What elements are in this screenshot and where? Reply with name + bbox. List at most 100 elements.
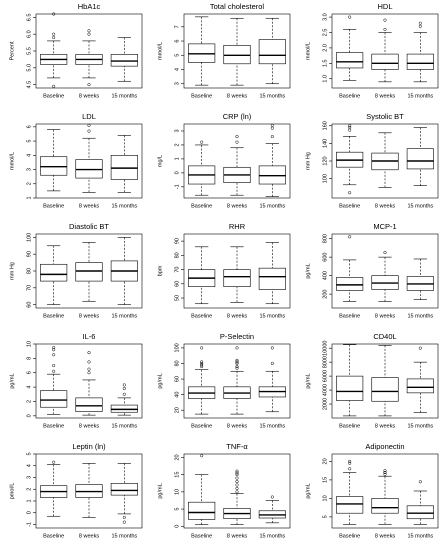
outlier bbox=[418, 346, 422, 350]
panel-title: Leptin (ln) bbox=[72, 442, 106, 451]
box bbox=[258, 267, 286, 290]
y-tick-label: 10000 bbox=[322, 341, 328, 356]
x-tick-label: 15 months bbox=[407, 93, 433, 99]
panel: Diastolic BT mm Hg 60 70 80 90 100 Baseline 8 we… bbox=[9, 222, 143, 319]
panel: CRP (ln) mg/L -1 0 1 2 3 Baseline 8 weeks 15 mont… bbox=[157, 112, 291, 209]
y-axis-label: pg/mL bbox=[157, 373, 163, 388]
outlier bbox=[87, 129, 91, 133]
y-tick-label: 50 bbox=[174, 295, 180, 301]
outlier bbox=[52, 353, 56, 357]
panel-title: MCP-1 bbox=[373, 222, 396, 231]
outlier bbox=[200, 363, 204, 367]
y-tick-label: 10 bbox=[26, 341, 32, 347]
outlier bbox=[52, 12, 56, 16]
outlier bbox=[87, 83, 91, 87]
outlier bbox=[87, 367, 91, 371]
plot-frame bbox=[183, 123, 291, 199]
plot-frame bbox=[183, 343, 291, 419]
box bbox=[336, 52, 364, 69]
outlier bbox=[270, 361, 274, 366]
y-tick-label: 2 bbox=[26, 400, 32, 403]
y-tick-label: 1 bbox=[26, 196, 32, 199]
outlier bbox=[235, 358, 239, 362]
box bbox=[336, 375, 364, 401]
y-axis-label: mmol/L bbox=[305, 42, 311, 60]
x-tick-label: 8 weeks bbox=[375, 93, 395, 99]
outlier bbox=[52, 35, 56, 40]
x-tick-label: Baseline bbox=[191, 423, 212, 429]
x-tick-label: Baseline bbox=[339, 313, 360, 319]
outlier bbox=[200, 361, 204, 366]
panel: HDL mmol/L 1.0 1.5 2.0 2.5 3.0 Baseline 8 weeks 1… bbox=[305, 2, 439, 99]
y-axis-label: mmol/L bbox=[157, 42, 163, 60]
y-tick-label: 3.0 bbox=[322, 13, 328, 21]
outlier bbox=[348, 125, 352, 130]
outlier bbox=[348, 459, 352, 463]
x-tick-label: 15 months bbox=[407, 423, 433, 429]
y-tick-label: 3 bbox=[26, 476, 32, 479]
x-tick-label: 15 months bbox=[407, 313, 433, 319]
outlier bbox=[87, 29, 91, 33]
box bbox=[110, 483, 138, 496]
y-tick-label: 2 bbox=[174, 143, 180, 146]
y-tick-label: 800 bbox=[322, 234, 328, 243]
outlier bbox=[383, 27, 387, 31]
box bbox=[188, 501, 216, 520]
x-tick-label: 15 months bbox=[111, 533, 137, 539]
x-tick-label: 8 weeks bbox=[227, 423, 247, 429]
outlier bbox=[383, 472, 387, 476]
y-tick-label: 8000 bbox=[322, 356, 328, 368]
y-tick-label: 5 bbox=[322, 515, 328, 518]
outlier bbox=[200, 454, 204, 458]
y-tick-label: 6 bbox=[26, 125, 32, 128]
panel-title: P-Selectin bbox=[220, 332, 254, 341]
y-tick-label: 2 bbox=[26, 488, 32, 491]
panel: IL-6 pg/mL 0 2 4 6 8 10 Baseline 8 weeks 15 months bbox=[9, 332, 143, 429]
x-tick-label: 8 weeks bbox=[227, 313, 247, 319]
panel: RHR bpm 50 60 70 80 90 Baseline 8 weeks 15 months bbox=[157, 222, 291, 319]
y-tick-label: 4 bbox=[26, 386, 32, 389]
outlier bbox=[122, 515, 126, 519]
box bbox=[75, 262, 103, 282]
y-tick-label: -1 bbox=[174, 184, 180, 189]
x-tick-label: Baseline bbox=[191, 533, 212, 539]
x-tick-label: Baseline bbox=[43, 93, 64, 99]
y-tick-label: 3 bbox=[26, 168, 32, 171]
panel-title: RHR bbox=[229, 222, 246, 231]
outlier bbox=[235, 346, 239, 350]
y-tick-label: 20 bbox=[174, 454, 180, 460]
x-tick-label: 8 weeks bbox=[375, 423, 395, 429]
outlier bbox=[87, 123, 91, 127]
y-tick-label: 1 bbox=[174, 157, 180, 160]
outlier bbox=[348, 191, 352, 195]
y-tick-label: 140 bbox=[322, 139, 328, 148]
y-tick-label: 0 bbox=[26, 511, 32, 514]
x-tick-label: Baseline bbox=[191, 203, 212, 209]
panel: HbA1c Percent 4.5 5.0 5.5 6.0 6.5 Baseline 8 wee… bbox=[9, 2, 143, 99]
outlier bbox=[200, 346, 204, 350]
x-tick-label: 15 months bbox=[259, 423, 285, 429]
y-tick-label: 5 bbox=[174, 54, 180, 57]
outlier bbox=[87, 32, 91, 36]
y-tick-label: 5.0 bbox=[26, 64, 32, 72]
y-tick-label: 1.5 bbox=[322, 60, 328, 68]
outlier bbox=[235, 490, 239, 494]
panel: Total cholesterol mmol/L 3 4 5 6 7 Baseline 8 we… bbox=[157, 2, 291, 99]
y-tick-label: 0 bbox=[174, 525, 180, 528]
plot-frame bbox=[331, 13, 439, 89]
box bbox=[223, 269, 251, 287]
panel-title: Total cholesterol bbox=[210, 2, 265, 11]
y-tick-label: 6000 bbox=[322, 370, 328, 382]
y-tick-label: 2 bbox=[26, 182, 32, 185]
box bbox=[40, 156, 68, 176]
y-tick-label: 5.5 bbox=[26, 47, 32, 55]
outlier bbox=[235, 476, 239, 480]
x-tick-label: Baseline bbox=[339, 203, 360, 209]
x-tick-label: Baseline bbox=[43, 423, 64, 429]
y-axis-label: mmol/L bbox=[9, 152, 15, 170]
box bbox=[406, 378, 434, 394]
y-tick-label: 200 bbox=[322, 290, 328, 299]
y-axis-label: pg/mL bbox=[305, 263, 311, 278]
outlier bbox=[348, 15, 352, 19]
outlier bbox=[270, 123, 274, 127]
